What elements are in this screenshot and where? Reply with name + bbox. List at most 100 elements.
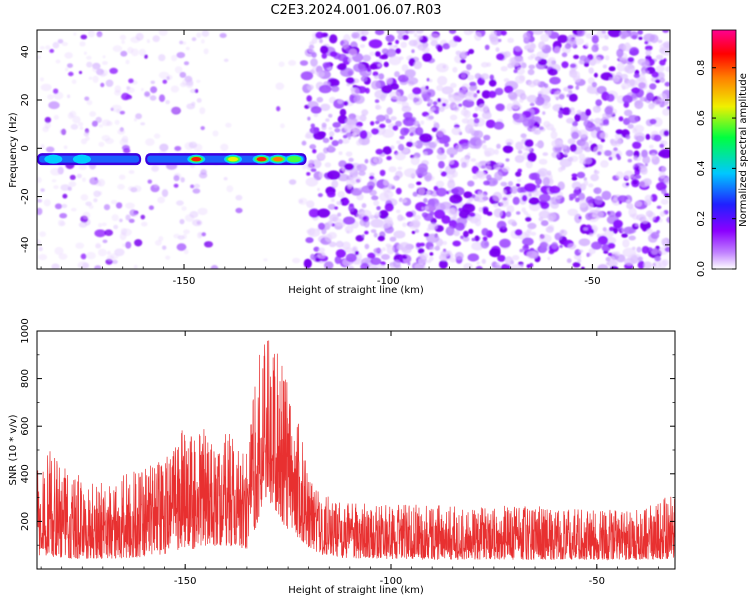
noise-blob [82, 211, 91, 220]
noise-blob [463, 262, 473, 269]
noise-blob [619, 30, 628, 40]
noise-blob [400, 127, 409, 136]
noise-blob [364, 243, 370, 250]
noise-blob [550, 127, 557, 132]
noise-blob [419, 252, 429, 260]
noise-blob [490, 30, 497, 37]
noise-blob [298, 197, 308, 205]
noise-blob [317, 247, 326, 253]
noise-blob [604, 34, 609, 40]
noise-blob [335, 249, 346, 258]
noise-blob [664, 193, 670, 197]
noise-blob [481, 90, 491, 99]
noise-blob [655, 65, 665, 73]
noise-blob [51, 179, 57, 183]
noise-blob [482, 144, 487, 150]
noise-blob [540, 85, 552, 95]
noise-blob [135, 32, 144, 41]
noise-blob [547, 170, 552, 176]
noise-blob [664, 246, 670, 253]
noise-blob [398, 242, 411, 251]
noise-blob [359, 114, 367, 122]
noise-blob [623, 109, 633, 117]
noise-blob [61, 203, 68, 209]
noise-blob [622, 95, 633, 104]
noise-blob [414, 229, 420, 233]
noise-blob [628, 207, 637, 217]
noise-blob [486, 112, 490, 117]
noise-blob [101, 222, 107, 227]
noise-blob [407, 30, 416, 34]
noise-blob [460, 73, 467, 79]
noise-blob [385, 34, 395, 43]
noise-blob [356, 163, 367, 172]
noise-blob [301, 140, 307, 146]
noise-blob [355, 121, 363, 128]
noise-blob [387, 42, 393, 46]
noise-blob [337, 53, 348, 62]
noise-blob [372, 71, 379, 77]
noise-blob [660, 198, 669, 205]
noise-blob [348, 157, 354, 162]
noise-blob [325, 118, 330, 122]
noise-blob [449, 194, 463, 204]
noise-blob [349, 175, 362, 184]
noise-blob [422, 52, 433, 62]
noise-blob [351, 87, 360, 96]
noise-blob [585, 122, 596, 132]
noise-blob [93, 190, 101, 198]
noise-blob [561, 61, 569, 69]
noise-blob [72, 115, 81, 124]
noise-blob [571, 70, 581, 81]
noise-blob [345, 77, 355, 84]
noise-blob [611, 116, 617, 121]
noise-blob [382, 146, 392, 155]
noise-blob [377, 235, 385, 242]
noise-blob [499, 227, 504, 232]
noise-blob [584, 157, 593, 165]
noise-blob [376, 206, 381, 211]
noise-blob [486, 160, 491, 165]
noise-blob [615, 129, 624, 135]
noise-blob [423, 151, 428, 156]
noise-blob [553, 46, 561, 54]
noise-blob [659, 143, 665, 148]
noise-blob [607, 30, 622, 38]
noise-blob [538, 217, 544, 222]
noise-blob [602, 64, 608, 69]
noise-blob [625, 199, 631, 204]
noise-blob [512, 196, 520, 205]
noise-blob [120, 50, 128, 57]
noise-blob [564, 43, 572, 50]
noise-blob [337, 173, 349, 182]
noise-blob [40, 144, 45, 149]
noise-blob [622, 247, 637, 258]
noise-blob [466, 74, 475, 81]
noise-blob [348, 48, 358, 57]
noise-blob [395, 120, 402, 127]
noise-blob [458, 103, 463, 107]
noise-blob [379, 123, 386, 129]
noise-blob [653, 263, 656, 267]
noise-blob [452, 240, 462, 247]
noise-blob [420, 120, 425, 125]
noise-blob [428, 115, 434, 120]
noise-blob [632, 141, 642, 149]
noise-blob [506, 142, 512, 146]
noise-blob [310, 58, 318, 67]
noise-blob [578, 60, 585, 65]
noise-blob [37, 239, 42, 246]
noise-blob [310, 123, 315, 128]
noise-blob [522, 32, 531, 41]
noise-blob [428, 256, 434, 262]
noise-blob [329, 136, 333, 140]
noise-blob [629, 47, 639, 56]
noise-blob [514, 154, 525, 163]
noise-blob [447, 207, 457, 215]
noise-blob [275, 82, 285, 90]
noise-blob [646, 228, 653, 234]
noise-blob [374, 120, 380, 125]
noise-blob [537, 140, 544, 149]
noise-blob [370, 121, 375, 126]
noise-blob [331, 85, 340, 93]
